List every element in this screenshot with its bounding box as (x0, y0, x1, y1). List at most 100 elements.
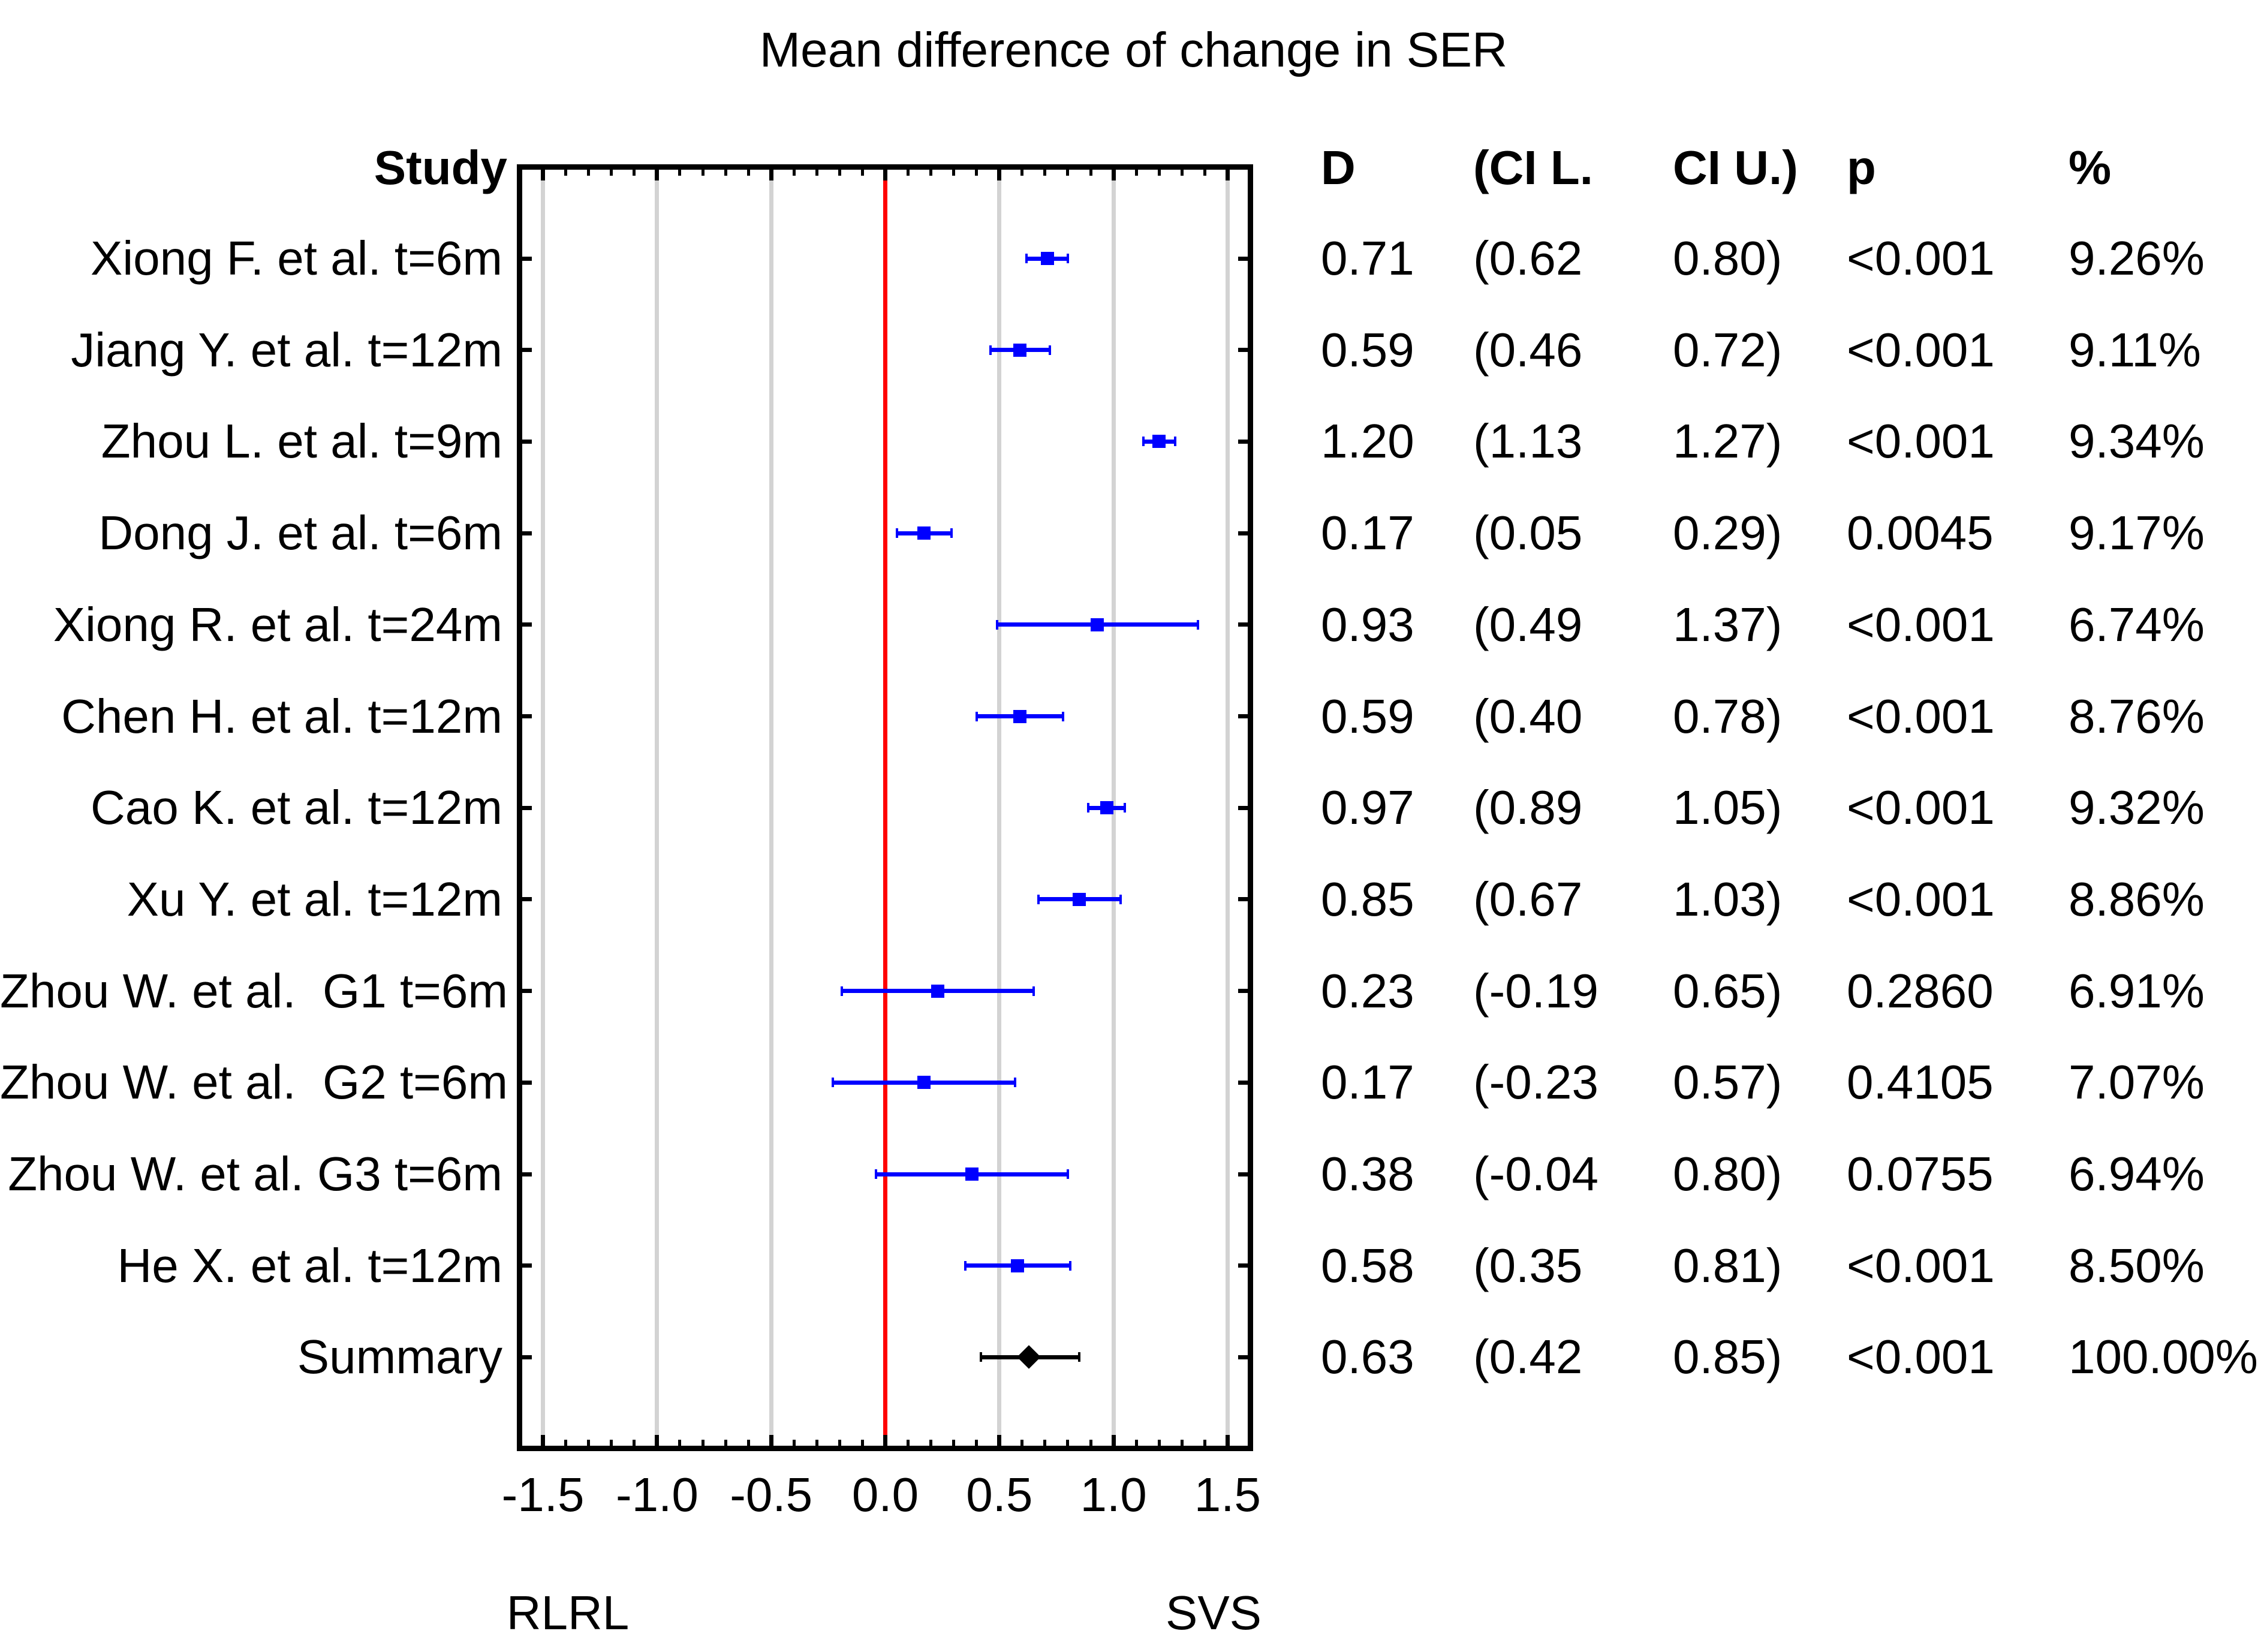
row-tick (1238, 348, 1248, 353)
axis-minor-tick (952, 1440, 956, 1446)
axis-tick-label: -0.5 (730, 1468, 813, 1521)
ci-cap-low (841, 986, 844, 996)
cell-ci-l: (1.13 (1473, 414, 1583, 468)
axis-minor-tick (838, 1440, 841, 1446)
column-header-p: p (1847, 141, 1876, 194)
plot-frame (517, 164, 1253, 1451)
cell-pct: 9.34% (2069, 414, 2205, 468)
axis-minor-tick (564, 1440, 568, 1446)
cell-pct: 100.00% (2069, 1330, 2258, 1384)
axis-minor-tick (929, 1440, 933, 1446)
study-label: He X. et al. t=12m (117, 1238, 502, 1292)
row-tick (522, 1172, 532, 1176)
axis-minor-tick (1180, 170, 1184, 176)
cell-p: 0.0755 (1847, 1147, 1994, 1200)
ci-cap-high (950, 528, 953, 538)
study-label: Zhou L. et al. t=9m (101, 414, 502, 468)
zero-line (883, 180, 887, 1435)
axis-minor-tick (1203, 170, 1206, 176)
cell-pct: 6.91% (2069, 964, 2205, 1018)
row-tick (1238, 989, 1248, 994)
row-tick (1238, 1172, 1248, 1176)
effect-marker (1040, 252, 1054, 265)
cell-pct: 9.11% (2069, 323, 2201, 377)
cell-d: 0.59 (1321, 323, 1414, 377)
cell-ci-u: 1.05) (1673, 781, 1783, 835)
column-header-ci-l: (CI L. (1473, 141, 1593, 194)
axis-minor-tick (1134, 170, 1138, 176)
cell-d: 1.20 (1321, 414, 1414, 468)
ci-cap-high (1048, 345, 1051, 355)
axis-minor-tick (815, 170, 818, 176)
ci-cap-high (1062, 711, 1065, 721)
ci-cap-high (1014, 1078, 1017, 1088)
cell-pct: 8.76% (2069, 689, 2205, 743)
axis-major-tick (997, 1435, 1002, 1446)
cell-pct: 8.50% (2069, 1238, 2205, 1292)
cell-ci-l: (-0.04 (1473, 1147, 1598, 1200)
gridline (1225, 180, 1230, 1435)
x-axis-left-label: RLRL (506, 1586, 630, 1639)
ci-cap-high (1032, 986, 1035, 996)
cell-ci-u: 0.85) (1673, 1330, 1783, 1384)
effect-marker (1073, 892, 1086, 906)
axis-minor-tick (724, 170, 727, 176)
study-label: Xu Y. et al. t=12m (127, 872, 502, 926)
axis-minor-tick (564, 170, 568, 176)
cell-p: <0.001 (1847, 414, 1995, 468)
study-column-header: Study (374, 141, 507, 194)
cell-ci-l: (0.05 (1473, 506, 1583, 560)
axis-major-tick (769, 1435, 773, 1446)
row-tick (522, 714, 532, 718)
axis-minor-tick (860, 170, 864, 176)
row-tick (522, 989, 532, 994)
axis-minor-tick (838, 170, 841, 176)
cell-d: 0.97 (1321, 781, 1414, 835)
axis-minor-tick (1134, 1440, 1138, 1446)
ci-cap-low (989, 345, 992, 355)
axis-major-tick (1225, 1435, 1230, 1446)
cell-pct: 6.74% (2069, 597, 2205, 651)
axis-minor-tick (1089, 1440, 1092, 1446)
axis-minor-tick (792, 1440, 796, 1446)
cell-ci-l: (0.35 (1473, 1238, 1583, 1292)
cell-d: 0.63 (1321, 1330, 1414, 1384)
ci-cap-high (1066, 254, 1069, 263)
axis-major-tick (1225, 170, 1230, 180)
axis-minor-tick (792, 170, 796, 176)
cell-ci-u: 0.78) (1673, 689, 1783, 743)
cell-p: <0.001 (1847, 872, 1995, 926)
cell-d: 0.17 (1321, 506, 1414, 560)
study-label: Zhou W. et al. G3 t=6m (8, 1147, 502, 1200)
study-label: Dong J. et al. t=6m (98, 506, 502, 560)
axis-minor-tick (633, 1440, 636, 1446)
row-tick (1238, 714, 1248, 718)
row-tick (1238, 805, 1248, 810)
row-tick (522, 805, 532, 810)
axis-major-tick (655, 1435, 660, 1446)
effect-marker (1011, 1259, 1025, 1272)
axis-minor-tick (952, 170, 956, 176)
effect-marker (965, 1167, 979, 1181)
axis-minor-tick (975, 170, 979, 176)
axis-minor-tick (587, 170, 591, 176)
cell-pct: 6.94% (2069, 1147, 2205, 1200)
cell-ci-u: 1.27) (1673, 414, 1783, 468)
study-label: Xiong R. et al. t=24m (53, 597, 502, 651)
axis-minor-tick (610, 1440, 613, 1446)
cell-ci-l: (-0.19 (1473, 964, 1598, 1018)
ci-cap-high (1196, 619, 1199, 630)
row-tick (1238, 622, 1248, 627)
cell-d: 0.58 (1321, 1238, 1414, 1292)
ci-cap-low (975, 711, 978, 721)
cell-ci-u: 0.80) (1673, 1147, 1783, 1200)
axis-minor-tick (1066, 170, 1070, 176)
cell-ci-u: 0.57) (1673, 1055, 1783, 1109)
row-tick (1238, 256, 1248, 261)
cell-d: 0.71 (1321, 231, 1414, 285)
cell-ci-l: (0.40 (1473, 689, 1583, 743)
axis-tick-label: 1.0 (1080, 1468, 1147, 1521)
row-tick (522, 622, 532, 627)
ci-cap-low (980, 1352, 983, 1362)
